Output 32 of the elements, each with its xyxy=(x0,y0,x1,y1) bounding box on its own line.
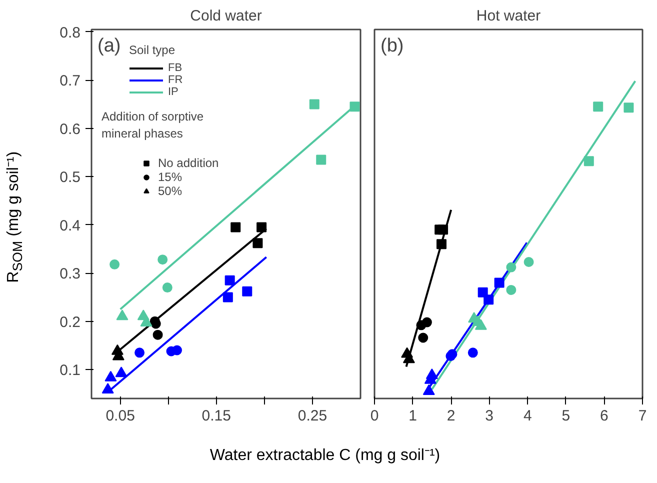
x-tick-label: 0.25 xyxy=(298,408,328,424)
x-tick-label: 7 xyxy=(638,408,647,424)
x-tick-label: 6 xyxy=(600,408,608,424)
x-tick-label: 0.05 xyxy=(106,408,135,424)
x-tick-label: 4 xyxy=(523,408,532,424)
y-tick-label: 0.3 xyxy=(60,266,81,283)
x-tick-label: 2 xyxy=(446,408,456,424)
y-tick-label: 0.7 xyxy=(60,72,81,90)
y-tick-label: 0.8 xyxy=(60,24,81,42)
annotation: (a) xyxy=(98,36,121,56)
chart-title: Hot water xyxy=(476,8,541,24)
y-tick-label: 0.5 xyxy=(60,169,81,186)
x-tick-label: 0 xyxy=(370,408,379,424)
annotation: Addition of sorptive mineral phases xyxy=(102,110,204,140)
legend-label: 50% xyxy=(158,184,182,198)
y-tick-label: 0.1 xyxy=(60,362,81,380)
y-tick-label: 0.6 xyxy=(60,120,81,138)
y-tick-label: 0.4 xyxy=(60,217,81,234)
annotation: (b) xyxy=(380,36,404,56)
legend-title: Soil type xyxy=(129,43,176,57)
legend-label: FR xyxy=(168,74,184,86)
legend-label: No addition xyxy=(158,156,219,170)
y-tick-label: 0.2 xyxy=(60,314,81,331)
legend-label: 15% xyxy=(158,170,182,184)
x-tick-label: 5 xyxy=(562,408,570,424)
legend-label: IP xyxy=(168,86,180,98)
x-tick-label: 1 xyxy=(408,408,417,424)
chart-title: Cold water xyxy=(190,8,262,24)
x-tick-label: 3 xyxy=(485,408,494,424)
x-axis-title: Water extractable C (mg g soil⁻¹) xyxy=(208,446,442,466)
x-tick-label: 0.15 xyxy=(202,408,231,424)
legend-label: FB xyxy=(168,62,184,74)
